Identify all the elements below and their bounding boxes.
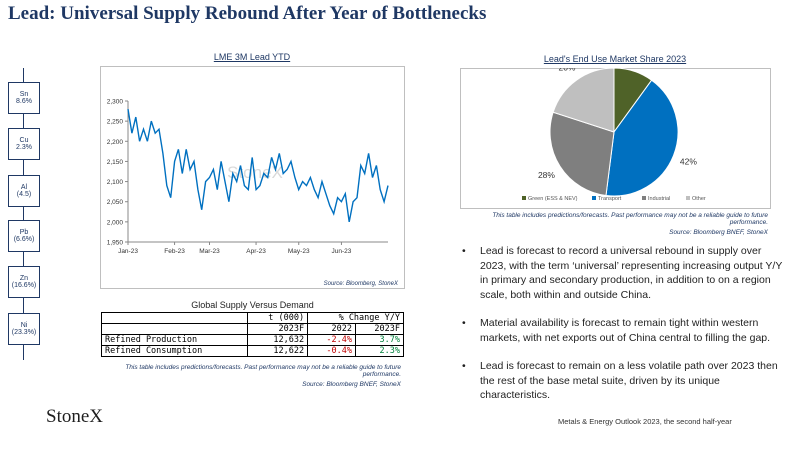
pie-chart: 10%42%28%20%Green (ESS & NEV)TransportIn… xyxy=(460,68,771,209)
metal-symbol: Sn xyxy=(19,91,29,98)
legend-label: Green (ESS & NEV) xyxy=(528,196,578,202)
table-cell: 12,622 xyxy=(247,345,309,357)
table-row: Refined Consumption 12,622 -0.4% 2.3% xyxy=(100,345,404,357)
x-tick-label: May-23 xyxy=(288,248,310,255)
x-tick-label: Mar-23 xyxy=(199,248,220,255)
metal-change: (6.6%) xyxy=(13,236,35,243)
metal-box: Pb (6.6%) xyxy=(8,220,40,252)
y-tick-label: 2,150 xyxy=(107,159,124,166)
table-header-row: 2023F 2022 2023F xyxy=(100,323,404,335)
chart-frame xyxy=(100,66,405,289)
table-header-row: t (000)% Change Y/Y xyxy=(100,312,404,324)
table-cell: Refined Production xyxy=(100,334,249,346)
metal-change: (4.5) xyxy=(16,191,32,198)
pie-source: Source: Bloomberg BNEF, StoneX xyxy=(669,229,768,236)
x-tick-label: Apr-23 xyxy=(246,248,266,255)
table-header-cell: 2023F xyxy=(355,323,404,335)
chart-source: Source: Bloomberg, StoneX xyxy=(324,281,399,287)
pie-chart-title: Lead's End Use Market Share 2023 xyxy=(543,54,687,64)
metal-symbol: Al xyxy=(20,184,28,191)
metal-box: Al (4.5) xyxy=(8,175,40,207)
metal-change: (23.3%) xyxy=(11,329,37,336)
metal-change: 8.6% xyxy=(16,98,32,105)
metal-change: (16.6%) xyxy=(11,282,37,289)
bullet-item: Lead is forecast to record a universal r… xyxy=(462,244,787,302)
table-cell: 12,632 xyxy=(247,334,309,346)
y-tick-label: 2,200 xyxy=(107,139,124,146)
slice-label: 42% xyxy=(680,156,697,166)
y-tick-label: 2,050 xyxy=(107,199,124,206)
metal-box: Cu 2.3% xyxy=(8,128,40,160)
legend-swatch xyxy=(592,196,596,200)
sidebar-line xyxy=(23,68,24,360)
metal-symbol: Cu xyxy=(19,137,29,144)
metal-symbol: Pb xyxy=(19,229,29,236)
supply-table: t (000)% Change Y/Y 2023F 2022 2023F Refined… xyxy=(100,312,404,357)
bullet-list: Lead is forecast to record a universal r… xyxy=(462,244,787,417)
pie-slice xyxy=(552,68,615,133)
metal-symbol: Zn xyxy=(19,275,29,282)
metal-box: Sn 8.6% xyxy=(8,82,40,114)
table-header-cell: % Change Y/Y xyxy=(307,312,404,324)
line-chart-title: LME 3M Lead YTD xyxy=(213,52,291,62)
y-tick-label: 2,100 xyxy=(107,179,124,186)
y-tick-label: 1,950 xyxy=(107,240,124,247)
table-cell: 2.3% xyxy=(355,345,404,357)
table-header-cell: 2023F xyxy=(247,323,309,335)
footer: Metals & Energy Outlook 2023, the second… xyxy=(558,417,732,426)
table-cell xyxy=(100,323,249,335)
legend-swatch xyxy=(642,196,646,200)
legend-label: Industrial xyxy=(648,196,670,202)
table-cell xyxy=(100,312,249,324)
slide-title: Lead: Universal Supply Rebound After Yea… xyxy=(8,3,487,24)
metal-symbol: Ni xyxy=(20,322,28,329)
table-cell: Refined Consumption xyxy=(100,345,249,357)
metal-box: Ni (23.3%) xyxy=(8,313,40,345)
table-cell: -2.4% xyxy=(307,334,357,346)
x-tick-label: Feb-23 xyxy=(164,248,185,255)
slice-label: 28% xyxy=(538,170,555,180)
table-row: Refined Production 12,632 -2.4% 3.7% xyxy=(100,334,404,346)
logo: StoneX xyxy=(46,406,103,427)
y-tick-label: 2,000 xyxy=(107,219,124,226)
legend-label: Other xyxy=(692,196,706,202)
legend-swatch xyxy=(686,196,690,200)
bullet-item: Lead is forecast to remain on a less vol… xyxy=(462,359,787,403)
x-tick-label: Jan-23 xyxy=(118,248,138,255)
metal-change: 2.3% xyxy=(16,144,32,151)
metal-box: Zn (16.6%) xyxy=(8,266,40,298)
table-cell: 3.7% xyxy=(355,334,404,346)
y-tick-label: 2,300 xyxy=(107,99,124,106)
table-header-cell: t (000) xyxy=(247,312,309,324)
slice-label: 20% xyxy=(558,68,575,72)
legend-label: Transport xyxy=(598,196,622,202)
pie-note: This table includes predictions/forecast… xyxy=(492,212,768,226)
pie-slice xyxy=(605,79,679,197)
pie-slice xyxy=(549,111,615,197)
price-line xyxy=(127,108,389,223)
table-cell: -0.4% xyxy=(307,345,357,357)
y-tick-label: 2,250 xyxy=(107,119,124,126)
x-tick-label: Jun-23 xyxy=(331,248,351,255)
bullet-item: Material availability is forecast to rem… xyxy=(462,316,787,345)
table-note: This table includes predictions/forecast… xyxy=(125,364,401,378)
table-title: Global Supply Versus Demand xyxy=(191,300,314,310)
legend-swatch xyxy=(522,196,526,200)
line-chart: 1,950 2,000 2,050 2,100 2,150 2,200 2,250 2,300… xyxy=(100,66,405,289)
table-header-cell: 2022 xyxy=(307,323,357,335)
table-source: Source: Bloomberg BNEF, StoneX xyxy=(302,381,401,388)
